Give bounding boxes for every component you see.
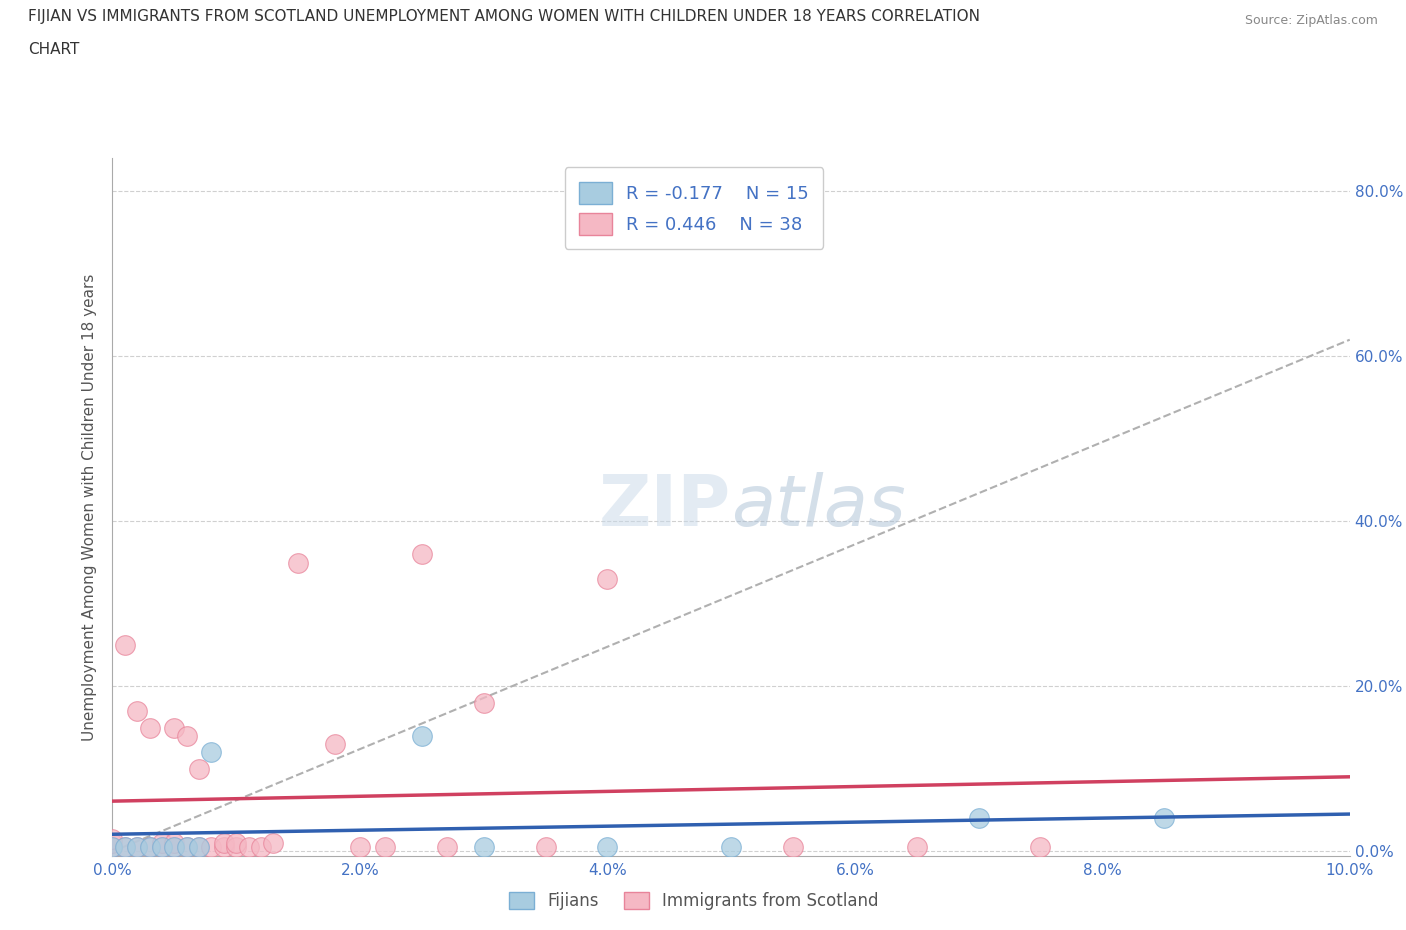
Point — [212, 840, 235, 855]
Point — [238, 840, 260, 855]
Point — [534, 840, 557, 855]
Point — [163, 720, 186, 735]
Point — [782, 840, 804, 855]
Point — [188, 840, 211, 855]
Point — [163, 840, 186, 855]
Point — [596, 572, 619, 587]
Point — [101, 836, 124, 851]
Point — [138, 720, 160, 735]
Point — [436, 840, 458, 855]
Point — [127, 704, 149, 719]
Point — [287, 555, 309, 570]
Point — [250, 840, 273, 855]
Point — [225, 840, 247, 855]
Point — [1029, 840, 1052, 855]
Point — [101, 840, 124, 855]
Y-axis label: Unemployment Among Women with Children Under 18 years: Unemployment Among Women with Children U… — [82, 273, 97, 740]
Legend: Fijians, Immigrants from Scotland: Fijians, Immigrants from Scotland — [502, 885, 886, 917]
Point — [101, 840, 124, 855]
Point — [188, 840, 211, 855]
Point — [176, 728, 198, 743]
Point — [225, 836, 247, 851]
Point — [188, 762, 211, 777]
Point — [176, 840, 198, 855]
Point — [150, 840, 173, 855]
Point — [212, 836, 235, 851]
Point — [138, 840, 160, 855]
Point — [200, 840, 222, 855]
Point — [176, 840, 198, 855]
Point — [411, 547, 433, 562]
Point — [138, 840, 160, 855]
Point — [114, 638, 136, 653]
Point — [905, 840, 928, 855]
Text: FIJIAN VS IMMIGRANTS FROM SCOTLAND UNEMPLOYMENT AMONG WOMEN WITH CHILDREN UNDER : FIJIAN VS IMMIGRANTS FROM SCOTLAND UNEMP… — [28, 9, 980, 24]
Text: CHART: CHART — [28, 42, 80, 57]
Point — [163, 836, 186, 851]
Point — [262, 836, 284, 851]
Point — [374, 840, 396, 855]
Point — [101, 831, 124, 846]
Point — [150, 836, 173, 851]
Point — [114, 840, 136, 855]
Point — [472, 840, 495, 855]
Point — [349, 840, 371, 855]
Point — [1153, 811, 1175, 826]
Point — [200, 745, 222, 760]
Text: Source: ZipAtlas.com: Source: ZipAtlas.com — [1244, 14, 1378, 27]
Text: ZIP: ZIP — [599, 472, 731, 541]
Text: atlas: atlas — [731, 472, 905, 541]
Point — [967, 811, 990, 826]
Point — [127, 840, 149, 855]
Point — [720, 840, 742, 855]
Point — [596, 840, 619, 855]
Point — [114, 840, 136, 855]
Point — [323, 737, 346, 751]
Point — [163, 840, 186, 855]
Point — [472, 696, 495, 711]
Point — [127, 840, 149, 855]
Point — [411, 728, 433, 743]
Point — [150, 840, 173, 855]
